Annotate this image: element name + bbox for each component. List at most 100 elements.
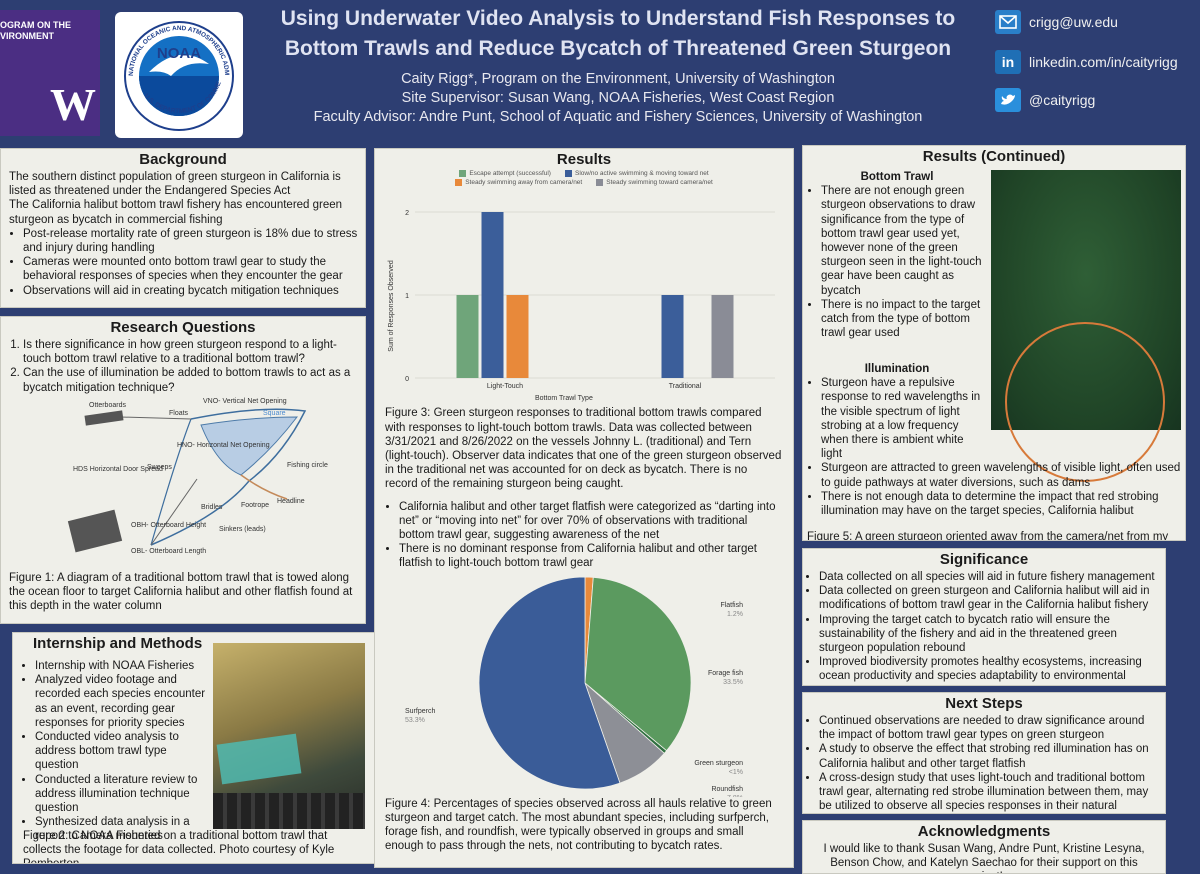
bottom-trawl-item: There is no impact to the target catch f…	[821, 298, 987, 341]
legend-label: Steady swimming away from camera/net	[465, 179, 583, 187]
background-line: Cameras were mounted onto bottom trawl g…	[23, 255, 359, 283]
pie-slice-name: Surfperch	[405, 708, 435, 715]
illumination-item: Sturgeon have a repulsive response to re…	[821, 376, 981, 461]
uw-logo: OGRAM ON THE VIRONMENT W	[0, 10, 100, 136]
results-bullet: California halibut and other target flat…	[399, 500, 785, 543]
legend-label: Steady swimming toward camera/net	[606, 179, 713, 187]
title-line1: Using Underwater Video Analysis to Under…	[280, 7, 956, 30]
pie-slice-percent: <1%	[729, 769, 743, 776]
significance-panel: Significance Data collected on all speci…	[802, 548, 1166, 686]
internship-item: Internship with NOAA Fisheries	[35, 659, 211, 673]
internship-item: Analyzed video footage and recorded each…	[35, 673, 211, 730]
figure5-caption: Figure 5: A green sturgeon oriented away…	[807, 531, 1169, 541]
legend-item: Slow/no active swimming & moving toward …	[564, 170, 709, 178]
author-line: Caity Rigg*, Program on the Environment,…	[401, 71, 835, 87]
next-step-item: Continued observations are needed to dra…	[819, 714, 1161, 742]
internship-item: Conducted a literature review to address…	[35, 773, 211, 816]
legend-swatch	[459, 170, 467, 177]
figure1-caption: Figure 1: A diagram of a traditional bot…	[9, 571, 353, 613]
diagram-label: Sinkers (leads)	[219, 526, 266, 533]
next-steps-panel: Next Steps Continued observations are ne…	[802, 692, 1166, 814]
next-step-item: A study to observe the effect that strob…	[819, 742, 1161, 770]
acknowledgments-panel: Acknowledgments I would like to thank Su…	[802, 820, 1166, 874]
internship-heading: Internship and Methods	[33, 635, 203, 652]
noaa-text: NOAA	[157, 45, 201, 62]
legend-label: Escape attempt (successful)	[469, 170, 551, 178]
contact-twitter: @caityrigg	[995, 88, 1185, 112]
significance-item: Data collected on all species will aid i…	[819, 570, 1161, 584]
acknowledgments-text: I would like to thank Susan Wang, Andre …	[823, 843, 1145, 873]
bar	[481, 212, 504, 379]
results-bullet: There is no dominant response from Calif…	[399, 542, 785, 570]
results-panel: Results Escape attempt (successful) Slow…	[374, 148, 794, 868]
pie-chart: Flatfish 1.2% Forage fish 33.5% Green sturge…	[405, 576, 743, 797]
x-tick-label: Traditional	[669, 383, 702, 390]
pie-slice	[584, 576, 692, 751]
internship-item: Synthesized data analysis in a report to…	[35, 815, 211, 843]
noaa-logo: NATIONAL OCEANIC AND ATMOSPHERIC ADMINIS…	[113, 7, 243, 138]
email-icon	[995, 10, 1021, 34]
next-steps-heading: Next Steps	[945, 695, 1023, 712]
results-continued-heading: Results (Continued)	[922, 148, 1066, 165]
pie-slice-percent: 53.3%	[405, 717, 425, 724]
figure4-caption: Figure 4: Percentages of species observe…	[385, 797, 772, 853]
contact-email: crigg@uw.edu	[995, 10, 1185, 34]
diagram-label: Bridles	[201, 504, 223, 511]
bar	[506, 295, 529, 379]
pie-slice-percent: 1.2%	[727, 611, 743, 618]
y-tick-label: 2	[405, 210, 409, 217]
legend-item: Steady swimming toward camera/net	[596, 179, 713, 186]
diagram-label: Fishing circle	[287, 462, 328, 469]
background-line: Post-release mortality rate of green stu…	[23, 227, 359, 255]
trawl-diagram: VNO- Vertical Net Opening Floats Square …	[67, 398, 328, 555]
bottom-trawl-item: There are not enough green sturgeon obse…	[821, 184, 987, 298]
research-question-1: Is there significance in how green sturg…	[23, 338, 357, 366]
email-text: crigg@uw.edu	[1029, 14, 1118, 30]
acknowledgments-heading: Acknowledgments	[917, 823, 1051, 840]
y-axis-title: Sum of Responses Observed	[388, 261, 395, 353]
results-heading: Results	[556, 151, 612, 168]
research-panel: Research Questions Is there significance…	[0, 316, 366, 624]
diagram-label: Footrope	[241, 502, 269, 509]
uw-w-letter: W	[50, 79, 96, 130]
x-tick-label: Light-Touch	[487, 383, 523, 390]
diagram-label: OBH- Otterboard Height	[131, 522, 206, 529]
figure2-caption: Figure 2: Camera mounted on a traditiona…	[23, 830, 335, 863]
pie-slice-percent: 33.5%	[723, 679, 743, 686]
significance-item: Improving the target catch to bycatch ra…	[819, 613, 1161, 656]
camera-photo	[213, 643, 365, 829]
significance-item: Data collected on green sturgeon and Cal…	[819, 584, 1161, 612]
diagram-label: HDS Horizontal Door Spread	[73, 466, 163, 473]
pie-slice-name: Flatfish	[720, 602, 743, 609]
internship-item: Conducted video analysis to address bott…	[35, 730, 211, 773]
research-heading: Research Questions	[110, 319, 256, 336]
diagram-label: Floats	[169, 410, 189, 417]
advisor-line: Faculty Advisor: Andre Punt, School of A…	[313, 109, 923, 125]
pie-slice-percent: 7.8%	[727, 795, 743, 797]
twitter-icon	[995, 88, 1021, 112]
bar	[661, 295, 684, 379]
diagram-label: HNO- Horizontal Net Opening	[177, 442, 270, 449]
pie-slice	[478, 576, 621, 790]
pie-slice-name: Roundfish	[711, 786, 743, 793]
legend-item: Steady swimming away from camera/net	[455, 179, 582, 186]
bar-legend: Escape attempt (successful) Slow/no acti…	[394, 170, 774, 186]
linkedin-text: linkedin.com/in/caityrigg	[1029, 54, 1178, 70]
uw-text-line1: OGRAM ON THE	[0, 20, 71, 30]
legend-swatch	[455, 179, 463, 187]
background-line: The southern distinct population of gree…	[9, 171, 341, 198]
legend-swatch	[564, 170, 572, 177]
y-tick-label: 1	[405, 293, 409, 300]
illumination-item: Sturgeon are attracted to green waveleng…	[821, 461, 1183, 489]
next-step-item: A cross-design study that uses light-tou…	[819, 771, 1161, 813]
significance-item: Improved biodiversity promotes healthy e…	[819, 655, 1161, 685]
sturgeon-video-still	[991, 170, 1181, 482]
internship-panel: Internship and Methods Internship with N…	[12, 632, 376, 864]
pie-slice-name: Forage fish	[708, 670, 743, 677]
background-line: The California halibut bottom trawl fish…	[9, 199, 343, 226]
poster-title-block: Using Underwater Video Analysis to Under…	[258, 4, 978, 127]
bottom-trawl-heading: Bottom Trawl	[860, 171, 934, 183]
legend-label: Slow/no active swimming & moving toward …	[574, 170, 709, 178]
bar-chart: 0 1 2 Light-Touch Traditional Bottom Trawl …	[388, 210, 775, 402]
pie-slice-name: Green sturgeon	[694, 760, 743, 767]
